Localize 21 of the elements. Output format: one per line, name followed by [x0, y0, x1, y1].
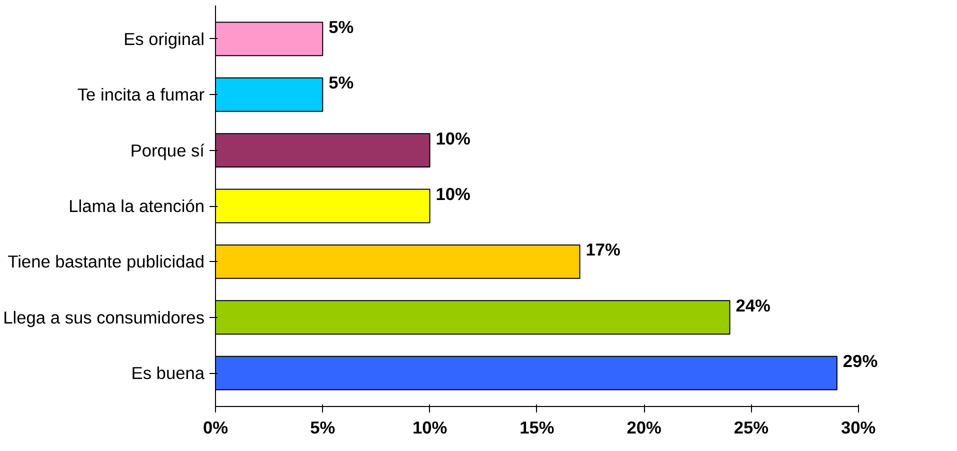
- data-label: 24%: [736, 295, 770, 316]
- data-label: 5%: [328, 72, 354, 93]
- x-tick-label: 10%: [412, 418, 448, 438]
- x-tick-label: 30%: [841, 418, 876, 438]
- x-tick-label: 15%: [520, 418, 554, 438]
- y-tick-label: Porque sí: [130, 140, 205, 160]
- x-tick-label: 25%: [734, 418, 769, 438]
- y-tick-label: Tiene bastante publicidad: [8, 252, 205, 272]
- x-tick-label: 20%: [626, 418, 662, 438]
- y-tick-label: Llama la atención: [68, 196, 205, 216]
- y-tick-label: Es original: [124, 28, 204, 49]
- data-label: 17%: [586, 240, 620, 260]
- data-label: 10%: [436, 128, 470, 148]
- x-tick-label: 5%: [310, 418, 336, 438]
- y-tick-label: Te incita a fumar: [77, 84, 205, 105]
- data-label: 5%: [328, 16, 354, 37]
- data-label: 10%: [436, 184, 470, 204]
- y-tick-label: Llega a sus consumidores: [3, 307, 205, 328]
- y-tick-label: Es buena: [131, 363, 205, 384]
- x-tick-label: 0%: [202, 418, 228, 438]
- data-label: 29%: [842, 351, 878, 372]
